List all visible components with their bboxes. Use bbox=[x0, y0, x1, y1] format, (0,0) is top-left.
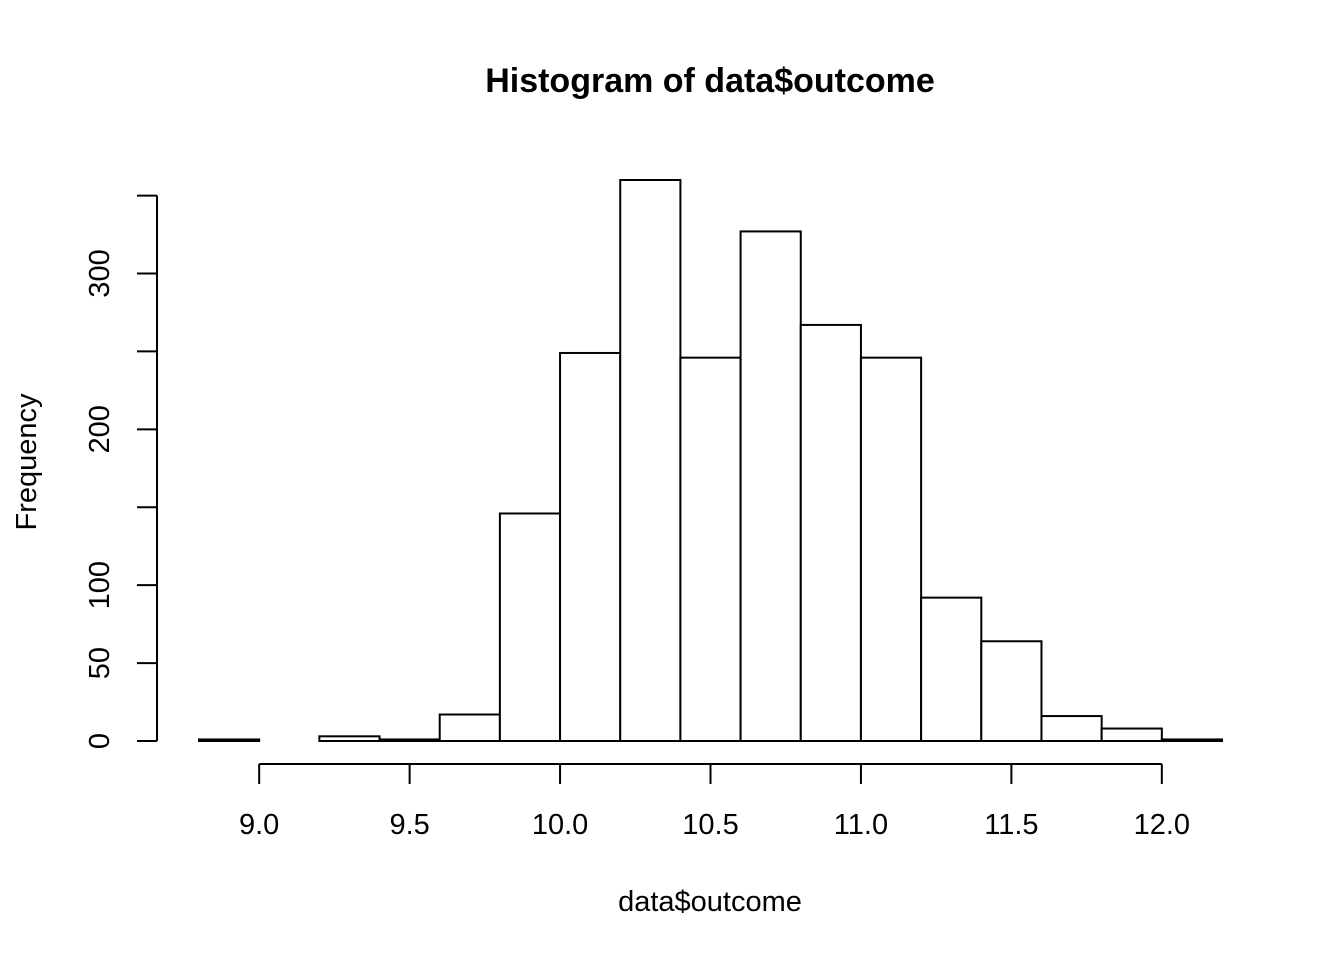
histogram-bar bbox=[859, 356, 923, 742]
histogram-bar bbox=[1160, 738, 1223, 742]
histogram-bar bbox=[198, 738, 261, 742]
histogram-bar bbox=[1040, 715, 1103, 742]
histogram-bar bbox=[498, 512, 562, 742]
histogram-bar bbox=[679, 356, 742, 742]
histogram-bar bbox=[739, 230, 802, 743]
y-axis: 0 50 100 200 300 bbox=[84, 194, 158, 749]
x-axis-label: data$outcome bbox=[618, 886, 802, 918]
histogram-bar bbox=[920, 596, 983, 743]
y-tick-label: 300 bbox=[84, 249, 116, 297]
chart-title: Histogram of data$outcome bbox=[485, 62, 935, 100]
x-tick-label: 9.0 bbox=[239, 809, 279, 841]
x-tick-label: 9.5 bbox=[389, 809, 429, 841]
histogram-bar bbox=[1100, 727, 1163, 742]
y-axis-label: Frequency bbox=[11, 393, 43, 531]
histogram-bar bbox=[318, 735, 381, 743]
y-tick-label: 50 bbox=[84, 647, 116, 679]
x-tick-label: 11.5 bbox=[984, 809, 1038, 841]
y-tick-label: 100 bbox=[84, 561, 116, 609]
x-axis: 9.0 9.5 10.0 10.5 11.0 11.5 12.0 bbox=[239, 763, 1190, 841]
histogram-bar bbox=[980, 640, 1043, 742]
histogram-bar bbox=[378, 738, 441, 742]
x-tick-label: 12.0 bbox=[1134, 809, 1190, 841]
histogram-bar bbox=[559, 351, 622, 742]
x-tick-label: 11.0 bbox=[834, 809, 888, 841]
x-tick-label: 10.5 bbox=[682, 809, 738, 841]
x-tick-label: 10.0 bbox=[532, 809, 588, 841]
histogram-bars bbox=[198, 179, 1223, 743]
histogram-bar bbox=[799, 323, 862, 742]
histogram-bar bbox=[619, 179, 682, 742]
y-tick-label: 0 bbox=[84, 733, 116, 749]
y-tick-label: 200 bbox=[84, 405, 116, 453]
histogram-bar bbox=[438, 713, 501, 743]
